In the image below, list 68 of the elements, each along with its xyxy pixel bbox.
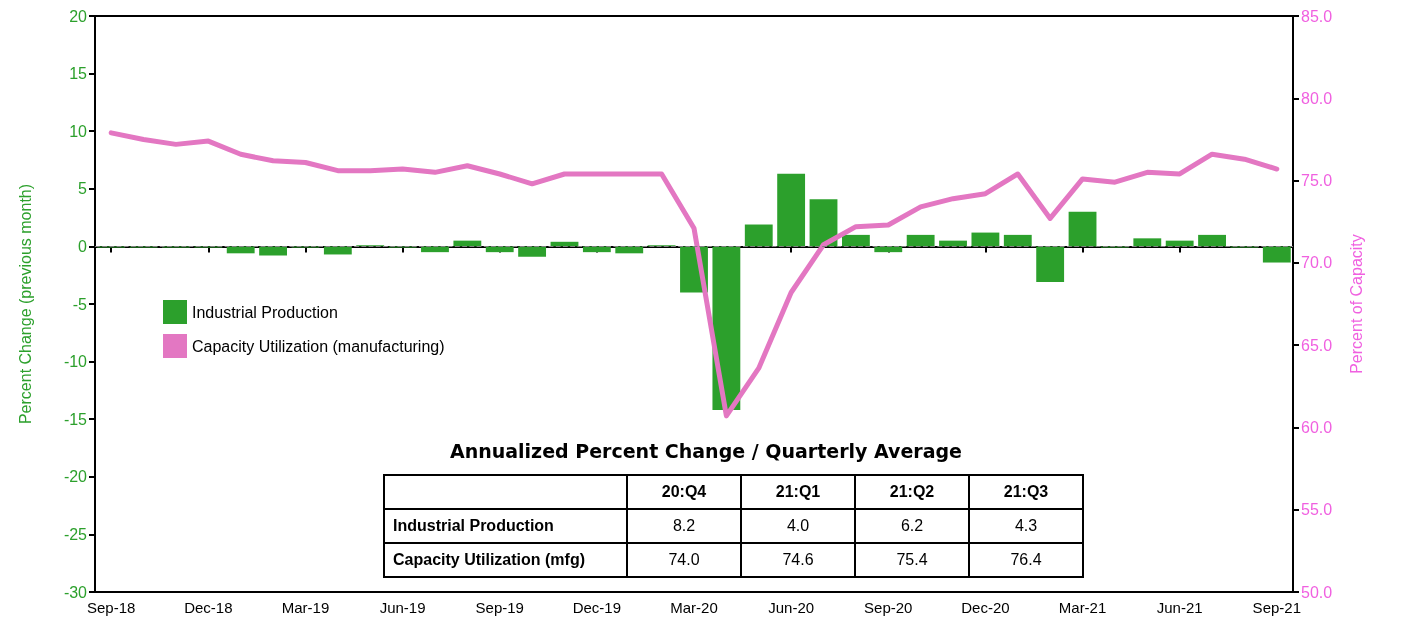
bar bbox=[1068, 211, 1097, 247]
y2-tick-label: 50.0 bbox=[1301, 583, 1333, 601]
bar bbox=[1003, 234, 1032, 247]
annotation: 21:Q2 bbox=[855, 475, 969, 509]
y-tick-label: -25 bbox=[63, 525, 88, 543]
y-tick-label: 5 bbox=[78, 180, 88, 198]
y-tick-label: -10 bbox=[63, 353, 88, 371]
y-tick-label: 15 bbox=[69, 65, 88, 83]
x-tick-label: Dec-19 bbox=[572, 599, 622, 616]
y-tick-label: -5 bbox=[72, 295, 88, 313]
bar bbox=[1198, 234, 1226, 247]
bar bbox=[259, 246, 287, 256]
x-tick-label: Sep-19 bbox=[475, 599, 524, 616]
y-axis-title: Percent Change (previous month) bbox=[16, 183, 34, 425]
bar bbox=[1133, 238, 1162, 247]
annotation: 75.4 bbox=[855, 543, 969, 577]
x-tick-label: Mar-20 bbox=[670, 599, 718, 616]
bar bbox=[1036, 246, 1065, 283]
bar bbox=[971, 232, 1000, 247]
bar bbox=[518, 246, 547, 257]
y2-axis-title: Percent of Capacity bbox=[1347, 234, 1365, 374]
bar bbox=[1262, 246, 1291, 263]
annotation: 6.2 bbox=[855, 509, 969, 543]
x-tick-label: Jun-21 bbox=[1156, 599, 1203, 616]
y-tick-label: -30 bbox=[63, 583, 88, 601]
legend-label: Capacity Utilization (manufacturing) bbox=[192, 337, 445, 355]
x-tick-label: Jun-20 bbox=[768, 599, 815, 616]
legend-label: Industrial Production bbox=[192, 303, 338, 321]
y-tick-label: 0 bbox=[78, 237, 88, 255]
annotation: 20:Q4 bbox=[627, 475, 741, 509]
annotation: 74.0 bbox=[627, 543, 741, 577]
bar bbox=[744, 224, 773, 247]
annotation: 76.4 bbox=[969, 543, 1083, 577]
bar bbox=[323, 246, 352, 255]
y2-tick-label: 70.0 bbox=[1301, 254, 1333, 272]
bar bbox=[906, 234, 935, 247]
x-tick-label: Mar-21 bbox=[1058, 599, 1107, 616]
bar bbox=[777, 173, 806, 247]
x-tick-label: Sep-20 bbox=[864, 599, 913, 616]
y2-tick-label: 55.0 bbox=[1301, 501, 1333, 519]
bar bbox=[809, 199, 838, 247]
x-tick-label: Sep-18 bbox=[87, 599, 136, 616]
y-tick-label: -20 bbox=[63, 468, 88, 486]
y2-tick-label: 75.0 bbox=[1301, 172, 1333, 190]
y2-tick-label: 85.0 bbox=[1301, 7, 1333, 25]
annotation: 21:Q3 bbox=[969, 475, 1083, 509]
bar bbox=[841, 234, 870, 247]
y-tick-label: 20 bbox=[69, 7, 88, 25]
x-tick-label: Mar-19 bbox=[281, 599, 330, 616]
x-tick-label: Dec-18 bbox=[184, 599, 233, 616]
y-tick-label: 10 bbox=[69, 122, 88, 140]
annotation: 4.3 bbox=[969, 509, 1083, 543]
x-tick-label: Dec-20 bbox=[961, 599, 1010, 616]
annotation: 74.6 bbox=[741, 543, 855, 577]
annotation: 8.2 bbox=[627, 509, 741, 543]
x-tick-label: Sep-21 bbox=[1252, 599, 1301, 616]
annotation: Annualized Percent Change / Quarterly Average bbox=[449, 440, 963, 462]
y2-tick-label: 80.0 bbox=[1301, 89, 1333, 107]
annotation: Capacity Utilization (mfg) bbox=[384, 543, 627, 577]
annotation: 21:Q1 bbox=[741, 475, 855, 509]
y2-tick-label: 65.0 bbox=[1301, 336, 1333, 354]
annotation: 4.0 bbox=[741, 509, 855, 543]
y-tick-label: -15 bbox=[63, 410, 88, 428]
x-tick-label: Jun-19 bbox=[379, 599, 426, 616]
annotation: Industrial Production bbox=[384, 509, 627, 543]
bar bbox=[615, 246, 644, 254]
bar bbox=[226, 246, 255, 254]
y2-tick-label: 60.0 bbox=[1301, 418, 1333, 436]
